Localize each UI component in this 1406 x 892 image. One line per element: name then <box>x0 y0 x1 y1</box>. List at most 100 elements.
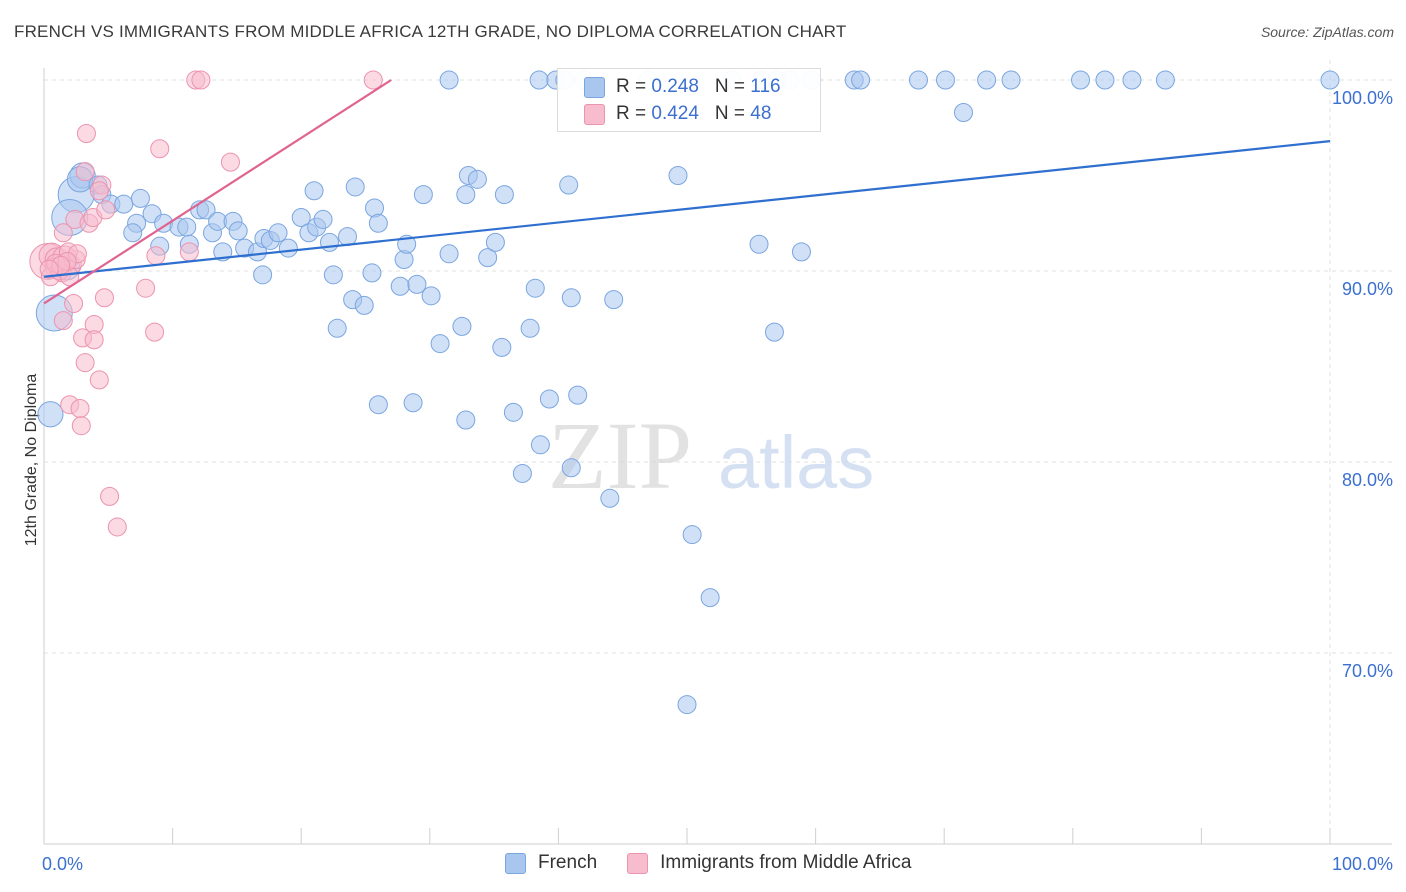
immigrants-point <box>70 399 90 419</box>
chart-title: FRENCH VS IMMIGRANTS FROM MIDDLE AFRICA … <box>14 22 847 41</box>
immigrants-point <box>94 288 114 308</box>
french-point <box>403 393 423 413</box>
french-point <box>525 278 545 298</box>
immigrants-point <box>146 246 166 266</box>
immigrants-point <box>75 353 95 373</box>
watermark: ZIP atlas <box>548 402 874 509</box>
french-point <box>177 217 197 237</box>
watermark-atlas: atlas <box>718 421 874 504</box>
watermark-zip: ZIP <box>548 402 692 509</box>
french-point <box>304 181 324 201</box>
french-point <box>452 316 472 336</box>
immigrants-r-label: R = <box>616 103 652 124</box>
legend-immigrants-swatch <box>627 852 649 874</box>
immigrants-point <box>220 152 240 172</box>
french-point <box>228 221 248 241</box>
y-tick-label: 70.0% <box>1342 661 1393 681</box>
french-point <box>456 185 476 205</box>
y-tick-label: 100.0% <box>1332 88 1393 108</box>
french-point <box>561 288 581 308</box>
legend-row-french: R = 0.248 N = 116 <box>584 75 781 99</box>
legend-french-label: French <box>538 852 598 873</box>
immigrants-point <box>96 200 116 220</box>
french-point <box>700 588 720 608</box>
french-point <box>37 401 64 428</box>
french-point <box>368 213 388 233</box>
french-point <box>439 70 459 90</box>
immigrants-point <box>39 259 59 279</box>
french-point <box>539 389 559 409</box>
french-point <box>337 227 357 247</box>
french-point <box>327 318 347 338</box>
legend-row-immigrants: R = 0.424 N = 48 <box>584 102 772 126</box>
french-point <box>196 200 216 220</box>
immigrants-point <box>150 139 170 159</box>
french-point <box>123 223 143 243</box>
immigrants-point <box>89 370 109 390</box>
french-point <box>677 695 697 715</box>
french-point <box>908 70 928 90</box>
french-point <box>529 70 549 90</box>
french-swatch <box>584 76 605 98</box>
french-point <box>1071 70 1091 90</box>
french-point <box>1320 70 1340 90</box>
immigrants-point <box>64 293 84 313</box>
x-tick-label: 0.0% <box>42 854 83 874</box>
french-point <box>291 208 311 228</box>
correlation-legend: R = 0.248 N = 116 R = 0.424 N = 48 <box>557 68 821 132</box>
french-point <box>114 194 134 214</box>
y-tick-label: 80.0% <box>1342 470 1393 490</box>
y-tick-label: 90.0% <box>1342 279 1393 299</box>
immigrants-trend-line <box>43 79 392 305</box>
french-n-value: 116 <box>750 76 781 97</box>
french-point <box>559 175 579 195</box>
french-point <box>568 385 588 405</box>
immigrants-point <box>191 70 211 90</box>
immigrants-point <box>145 322 165 342</box>
french-point <box>354 295 374 315</box>
french-point <box>430 334 450 354</box>
french-point <box>362 263 382 283</box>
french-point <box>319 232 339 252</box>
immigrants-point <box>100 486 120 506</box>
french-point <box>791 242 811 262</box>
tick-labels: 70.0% 80.0% 90.0% 100.0% 0.0% 100.0% <box>42 88 1393 874</box>
immigrants-n-value: 48 <box>750 103 772 124</box>
french-point <box>390 276 410 296</box>
french-point <box>749 234 769 254</box>
french-point <box>313 209 333 229</box>
legend-item-french: French <box>505 852 597 874</box>
source-credit: Source: ZipAtlas.com <box>1260 24 1394 40</box>
french-r-value: 0.248 <box>651 76 699 97</box>
french-point <box>467 169 487 189</box>
french-point <box>253 265 273 285</box>
trend-lines <box>43 79 1331 305</box>
axes <box>43 68 1392 845</box>
french-point <box>439 244 459 264</box>
immigrants-point <box>76 123 96 143</box>
french-point <box>494 185 514 205</box>
x-tick-label: 100.0% <box>1332 854 1393 874</box>
french-point <box>561 458 581 478</box>
french-point <box>1095 70 1115 90</box>
french-point <box>604 290 624 310</box>
immigrants-swatch <box>584 103 605 125</box>
immigrants-point <box>179 242 199 262</box>
french-point <box>953 102 973 122</box>
french-point <box>278 238 298 258</box>
immigrants-r-value: 0.424 <box>651 103 699 124</box>
french-n-label: N = <box>714 76 751 97</box>
legend-immigrants-label: Immigrants from Middle Africa <box>660 852 912 873</box>
french-point <box>512 463 532 483</box>
legend-french-swatch <box>505 852 526 874</box>
french-point <box>492 337 512 357</box>
immigrants-point <box>84 330 104 350</box>
french-point <box>456 410 476 430</box>
french-point <box>503 402 523 422</box>
french-point <box>368 395 388 415</box>
french-point <box>421 286 441 306</box>
legend-item-immigrants: Immigrants from Middle Africa <box>627 852 911 874</box>
french-point <box>530 435 550 455</box>
immigrants-point <box>363 70 383 90</box>
